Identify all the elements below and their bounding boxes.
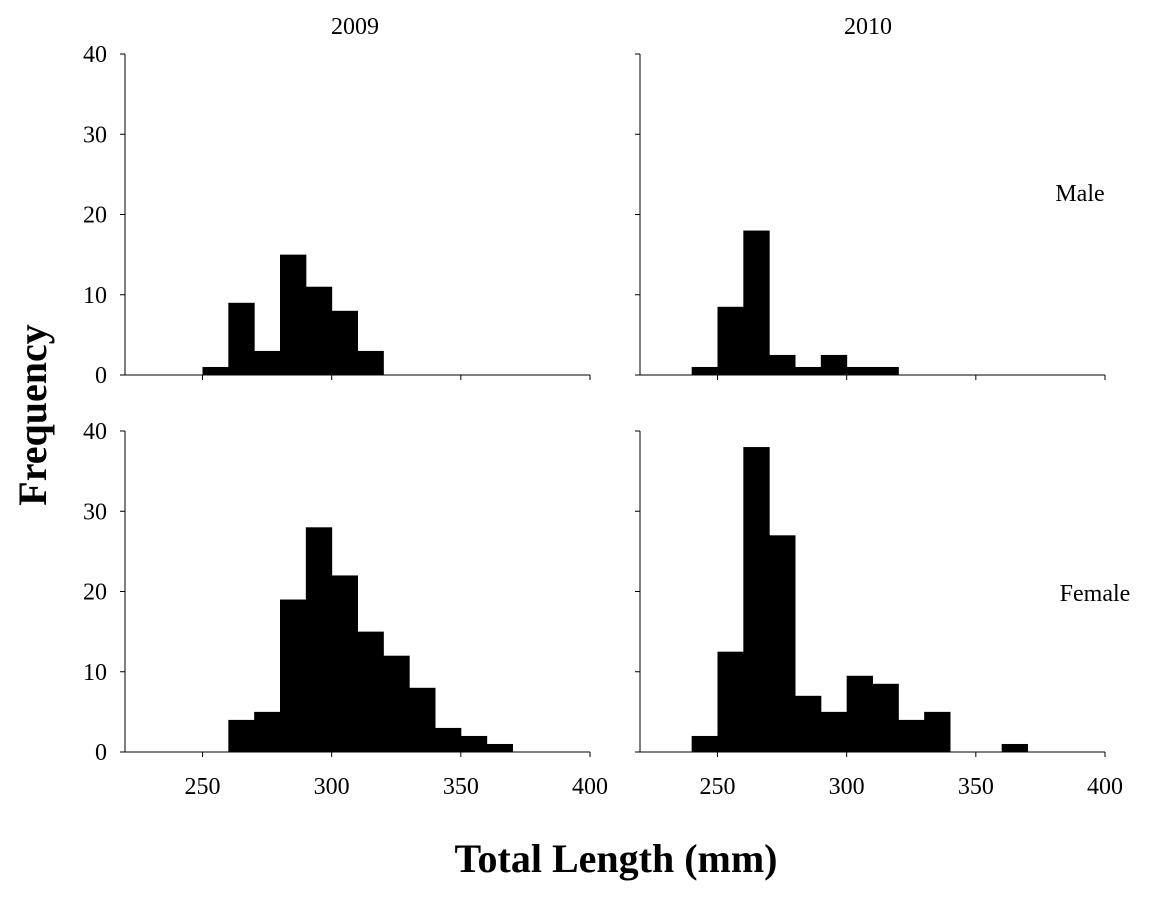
histogram-bar — [357, 631, 384, 752]
histogram-bar — [846, 675, 873, 752]
histogram-bar — [872, 366, 899, 375]
histogram-bar — [254, 350, 281, 375]
histogram-bar — [769, 354, 796, 375]
histogram-bar — [305, 527, 333, 752]
histogram-bar — [228, 302, 255, 375]
y-tick-label: 30 — [83, 499, 107, 525]
histogram-bar — [254, 711, 281, 752]
histogram-bar — [305, 286, 333, 375]
histogram-bar — [280, 254, 307, 375]
y-tick-label: 20 — [83, 203, 107, 229]
column-title-2009: 2009 — [331, 14, 379, 40]
histogram-bar — [820, 354, 848, 375]
histogram-bar — [280, 599, 307, 752]
histogram-panel-3: 0 10 20 30 40 250 300 350 400 — [83, 419, 608, 800]
x-tick-label: 300 — [829, 774, 865, 800]
histogram-bar — [486, 743, 513, 752]
histogram-bar — [202, 366, 229, 375]
histogram-bar — [872, 683, 899, 752]
x-tick-label: 300 — [314, 774, 350, 800]
y-tick-label: 10 — [83, 660, 107, 686]
x-axis-title: Total Length (mm) — [455, 836, 778, 881]
histogram-panel-4: 250 300 350 400 — [635, 430, 1123, 800]
histogram-bar — [717, 306, 744, 375]
row-label-male: Male — [1055, 181, 1104, 207]
histogram-bar — [743, 230, 770, 375]
histogram-bar — [846, 366, 873, 375]
histogram-panel-1: 0 10 20 30 40 — [83, 42, 591, 389]
y-tick-label: 0 — [95, 740, 107, 766]
histogram-bar — [898, 719, 925, 752]
histogram-bar — [820, 711, 848, 752]
histogram-bar — [769, 535, 796, 752]
histogram-bar — [357, 350, 384, 375]
histogram-bar — [383, 655, 410, 752]
x-tick-label: 350 — [958, 774, 994, 800]
y-tick-label: 0 — [95, 363, 107, 389]
y-tick-label: 40 — [83, 419, 107, 445]
y-tick-label: 40 — [83, 42, 107, 68]
histogram-bar — [409, 687, 436, 752]
x-tick-label: 250 — [185, 774, 221, 800]
histogram-bar — [691, 735, 718, 752]
histogram-bar — [691, 366, 718, 375]
y-tick-label: 20 — [83, 580, 107, 606]
histogram-bar — [331, 310, 358, 375]
histogram-bar — [435, 727, 462, 752]
x-tick-label: 250 — [700, 774, 736, 800]
y-tick-label: 10 — [83, 283, 107, 309]
column-title-2010: 2010 — [844, 14, 892, 40]
x-tick-label: 400 — [1087, 774, 1123, 800]
histogram-bar — [460, 735, 488, 752]
histogram-bar — [1001, 743, 1028, 752]
histogram-panel-2 — [635, 53, 1106, 380]
histogram-bar — [795, 366, 822, 375]
x-tick-label: 350 — [443, 774, 479, 800]
histogram-bar — [743, 447, 770, 752]
histogram-bar — [717, 651, 744, 752]
y-axis-title: Frequency — [10, 324, 55, 505]
histogram-bar — [228, 719, 255, 752]
row-label-female: Female — [1060, 581, 1131, 607]
histogram-bar — [795, 695, 822, 752]
x-tick-label: 400 — [572, 774, 608, 800]
y-tick-label: 30 — [83, 122, 107, 148]
histogram-bar — [924, 711, 951, 752]
histogram-bar — [331, 575, 358, 752]
